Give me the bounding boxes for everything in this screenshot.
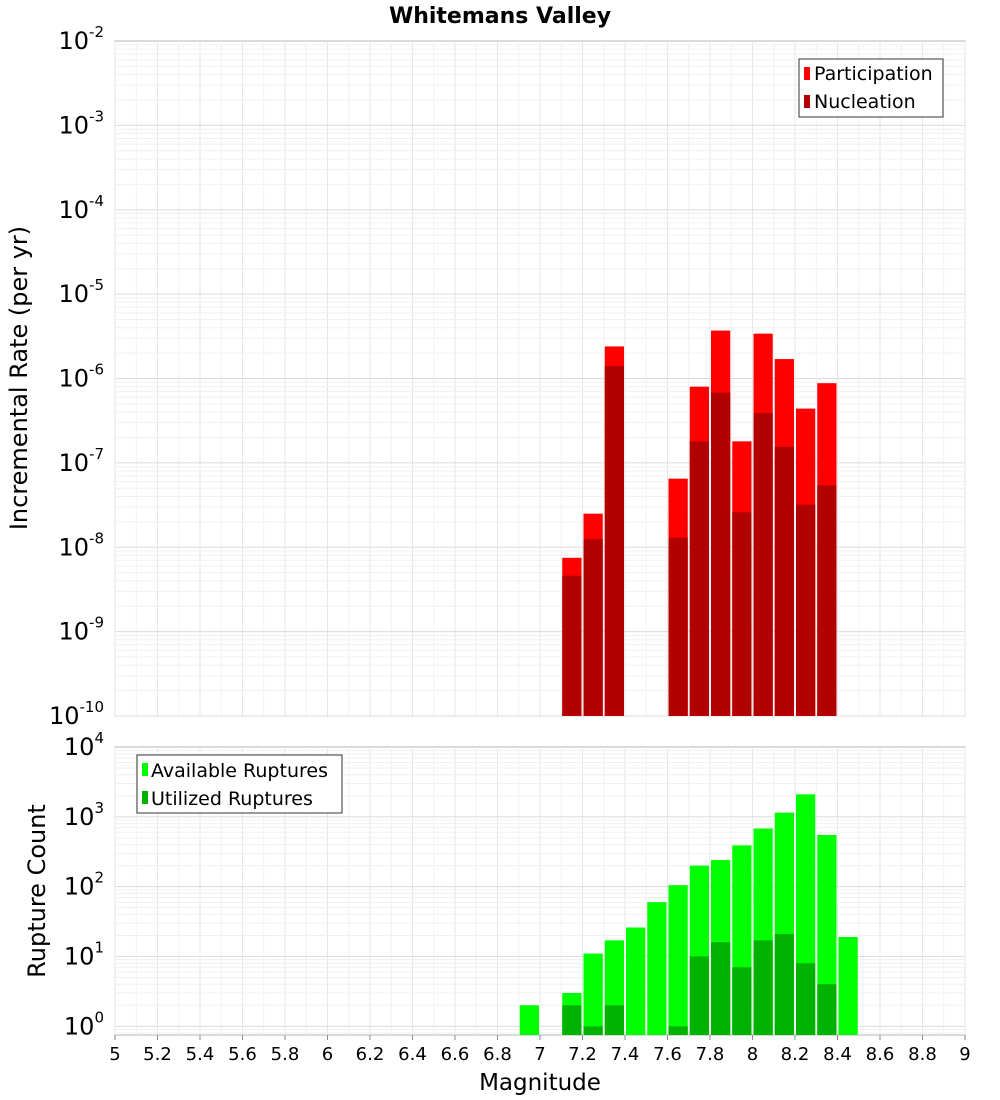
legend-label-utilized: Utilized Ruptures — [151, 788, 313, 810]
x-tick-label: 6.8 — [483, 1044, 512, 1065]
bottom-y-tick-label: 100 — [64, 1008, 104, 1040]
top-plot: 10-10 10-9 10-8 10-7 10-6 10-5 10-4 10-3 10-2 In… — [5, 23, 966, 730]
bottom-bar-series2 — [774, 933, 794, 1035]
bottom-bar-series1 — [838, 936, 858, 1035]
x-axis-label: Magnitude — [479, 1070, 601, 1096]
bottom-bar-series2 — [562, 1005, 582, 1035]
bottom-bar-series2 — [604, 1005, 624, 1035]
chart-title: Whitemans Valley — [389, 4, 611, 29]
x-ticks: 5 5.2 5.4 5.6 5.8 6 6.2 6.4 6.6 6.8 7 7.2 7.4 7.6 7.8 8… — [109, 1035, 971, 1065]
x-tick-label: 7 — [534, 1044, 545, 1065]
bottom-bar-series2 — [753, 940, 773, 1035]
top-y-tick-label: 10-6 — [58, 361, 104, 393]
top-bar-series2 — [711, 392, 731, 716]
x-tick-label: 7.2 — [568, 1044, 597, 1065]
bottom-bar-series2 — [711, 942, 731, 1035]
x-tick-label: 8.4 — [823, 1044, 852, 1065]
bottom-bar-series2 — [732, 967, 752, 1035]
legend-swatch-participation — [804, 67, 810, 80]
x-tick-label: 9 — [959, 1044, 970, 1065]
top-y-tick-label: 10-4 — [58, 192, 104, 224]
bottom-bar-series1 — [626, 927, 646, 1035]
top-y-axis-label: Incremental Rate (per yr) — [5, 226, 33, 530]
x-tick-label: 5.2 — [143, 1044, 172, 1065]
legend-label-available: Available Ruptures — [151, 760, 328, 782]
x-tick-label: 5.8 — [271, 1044, 300, 1065]
bottom-bar-series1 — [519, 1005, 539, 1035]
bottom-bar-series2 — [817, 984, 837, 1035]
bottom-y-tick-label: 103 — [64, 799, 104, 831]
top-y-tick-label: 10-7 — [58, 445, 104, 477]
x-tick-label: 7.8 — [696, 1044, 725, 1065]
x-tick-label: 8.8 — [908, 1044, 937, 1065]
top-bar-series2 — [562, 575, 582, 716]
top-bar-series2 — [732, 512, 752, 716]
top-legend: Participation Nucleation — [798, 58, 944, 118]
x-tick-label: 5.4 — [186, 1044, 215, 1065]
top-bar-series2 — [604, 366, 624, 716]
bottom-y-tick-label: 102 — [64, 869, 104, 901]
x-tick-label: 6.4 — [398, 1044, 427, 1065]
bottom-plot: 100 101 102 103 104 5 5.2 5.4 5.6 5.8 6 6.2 6.4 6.6 6… — [23, 729, 971, 1096]
bottom-bar-series1 — [583, 953, 603, 1035]
bottom-bars — [519, 794, 858, 1035]
x-tick-label: 8 — [747, 1044, 758, 1065]
top-y-tick-label: 10-9 — [58, 614, 104, 646]
top-bar-series2 — [817, 485, 837, 716]
legend-label-nucleation: Nucleation — [814, 91, 916, 113]
bottom-y-axis-label: Rupture Count — [23, 804, 51, 978]
top-bar-series2 — [753, 413, 773, 716]
top-y-tick-label: 10-10 — [49, 698, 104, 730]
legend-swatch-available — [142, 763, 148, 776]
top-y-ticks: 10-10 10-9 10-8 10-7 10-6 10-5 10-4 10-3 10-2 — [49, 23, 104, 730]
x-tick-label: 6.2 — [356, 1044, 385, 1065]
top-grid — [114, 41, 966, 717]
top-bar-series2 — [583, 539, 603, 716]
top-bar-series2 — [796, 504, 816, 716]
bottom-bar-series2 — [796, 963, 816, 1035]
top-y-tick-label: 10-8 — [58, 529, 104, 561]
x-tick-label: 8.6 — [866, 1044, 895, 1065]
bottom-legend-box — [136, 754, 343, 814]
top-bar-series2 — [689, 441, 709, 716]
x-tick-label: 7.6 — [653, 1044, 682, 1065]
bottom-bar-series1 — [647, 902, 667, 1035]
x-tick-label: 6.6 — [441, 1044, 470, 1065]
bottom-y-ticks: 100 101 102 103 104 — [64, 729, 104, 1040]
top-legend-box — [798, 58, 944, 118]
bottom-bar-series2 — [689, 956, 709, 1035]
bottom-bar-series1 — [668, 885, 688, 1035]
bottom-bar-series2 — [668, 1026, 688, 1035]
top-bar-series2 — [774, 446, 794, 716]
bottom-y-tick-label: 101 — [64, 938, 104, 970]
top-y-tick-label: 10-5 — [58, 276, 104, 308]
bottom-y-tick-label: 104 — [64, 729, 104, 761]
top-bar-series2 — [668, 537, 688, 716]
top-y-tick-label: 10-2 — [58, 23, 104, 55]
x-tick-label: 6 — [322, 1044, 333, 1065]
x-tick-label: 5 — [109, 1044, 120, 1065]
top-bars — [562, 330, 837, 716]
legend-label-participation: Participation — [814, 63, 933, 85]
bottom-legend: Available Ruptures Utilized Ruptures — [136, 754, 343, 814]
legend-swatch-utilized — [142, 791, 148, 804]
top-y-tick-label: 10-3 — [58, 107, 104, 139]
legend-swatch-nucleation — [804, 95, 810, 108]
x-tick-label: 8.2 — [781, 1044, 810, 1065]
x-tick-label: 7.4 — [611, 1044, 640, 1065]
bottom-bar-series2 — [583, 1026, 603, 1035]
x-tick-label: 5.6 — [228, 1044, 257, 1065]
